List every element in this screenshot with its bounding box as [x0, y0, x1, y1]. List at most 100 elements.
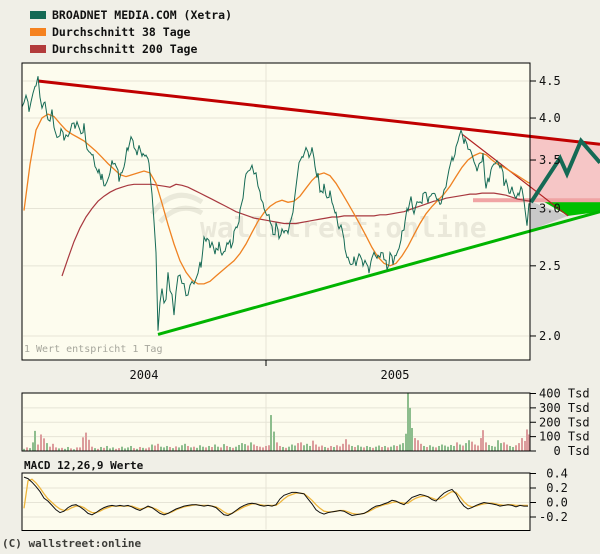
macd-y-tick-label: 0.2 [539, 481, 568, 495]
volume-bar [363, 447, 365, 451]
volume-bar [160, 446, 162, 451]
legend-label-ma38: Durchschnitt 38 Tage [52, 24, 191, 39]
volume-bar [178, 447, 180, 451]
ma38-line [23, 113, 531, 285]
volume-bar [262, 447, 264, 451]
legend-label-ma200: Durchschnitt 200 Tage [52, 41, 198, 56]
volume-bar [172, 448, 174, 451]
volume-bar [229, 446, 231, 451]
volume-bar [297, 443, 299, 451]
volume-bar [468, 440, 470, 451]
volume-bar [426, 446, 428, 451]
volume-bar [528, 434, 530, 451]
volume-bar [482, 430, 484, 451]
volume-bar [187, 445, 189, 451]
volume-bar [327, 447, 329, 451]
volume-bar [136, 448, 138, 451]
volume-bar [151, 444, 153, 451]
volume-bar [333, 446, 335, 451]
macd-plot-border [21, 472, 531, 531]
volume-bar [526, 429, 528, 451]
volume-bar [315, 444, 317, 451]
volume-bar [76, 447, 78, 451]
volume-bar [37, 444, 39, 451]
volume-bar [193, 446, 195, 451]
volume-bar [133, 448, 135, 451]
main-y-tick-label: 2.5 [539, 259, 561, 273]
volume-bar [268, 445, 270, 451]
volume-bar [208, 445, 210, 451]
main-plot-background [21, 62, 531, 361]
volume-bar [453, 445, 455, 451]
volume-bar [336, 445, 338, 451]
volume-bar [390, 446, 392, 451]
volume-bar [202, 446, 204, 451]
volume-bar [339, 446, 341, 451]
trendline-resistance [37, 79, 600, 146]
legend-item-price: BROADNET MEDIA.COM (Xetra) [30, 6, 232, 23]
volume-bar [291, 444, 293, 451]
volume-bar [97, 448, 99, 451]
volume-bar [220, 447, 222, 451]
volume-bar [142, 447, 144, 451]
volume-bar [94, 448, 96, 451]
main-plot-border [21, 62, 531, 361]
volume-bar [500, 443, 502, 451]
volume-bar [282, 446, 284, 451]
volume-bar [154, 445, 156, 451]
volume-bar [235, 446, 237, 451]
volume-bar [485, 442, 487, 451]
volume-bar [247, 445, 249, 451]
volume-bar [375, 446, 377, 451]
volume-bar [378, 445, 380, 451]
volume-bar [259, 446, 261, 451]
volume-bar [512, 446, 514, 451]
volume-bar [488, 444, 490, 451]
volume-bar [494, 446, 496, 451]
volume-bar [40, 434, 42, 451]
macd-y-tick-label: 0.4 [539, 467, 568, 481]
volume-bar [214, 444, 216, 451]
macd-y-tick-label: 0.0 [539, 496, 568, 510]
volume-bar [175, 446, 177, 451]
volume-bar [166, 445, 168, 451]
volume-bar [497, 440, 499, 451]
volume-bar [163, 447, 165, 451]
volume-bar [515, 445, 517, 451]
volume-bar [127, 447, 129, 451]
volume-bar [34, 430, 36, 451]
volume-bar [256, 445, 258, 451]
volume-bar [124, 448, 126, 451]
volume-bar [509, 445, 511, 451]
volume-bar [491, 445, 493, 451]
main-y-tick-label: 3.0 [539, 201, 561, 215]
projection-zigzag [529, 137, 600, 204]
legend-item-ma200: Durchschnitt 200 Tage [30, 40, 232, 57]
volume-bar [309, 445, 311, 451]
volume-bar [506, 444, 508, 451]
volume-bar [49, 446, 51, 451]
volume-bar [67, 446, 69, 451]
projection-fill-wedge [543, 201, 600, 216]
volume-bar [73, 449, 75, 451]
volume-bar [503, 442, 505, 451]
legend-swatch-ma200-icon [30, 44, 46, 53]
volume-bar [384, 445, 386, 451]
volume-bar [232, 447, 234, 451]
volume-bar [23, 448, 25, 451]
legend-swatch-ma38-icon [30, 27, 46, 36]
volume-bar [312, 440, 314, 451]
macd-signal-line [23, 478, 528, 515]
volume-bar [26, 447, 28, 451]
volume-y-tick-label: 100 Tsd [539, 430, 590, 444]
trendline-support [157, 210, 600, 336]
volume-y-tick-label: 400 Tsd [539, 387, 590, 401]
volume-bar [524, 440, 526, 451]
volume-bar [423, 445, 425, 451]
volume-bar [438, 445, 440, 451]
volume-bar [109, 448, 111, 451]
volume-bar [52, 443, 54, 451]
main-y-tick-label: 2.0 [539, 329, 561, 343]
volume-bar [351, 445, 353, 451]
